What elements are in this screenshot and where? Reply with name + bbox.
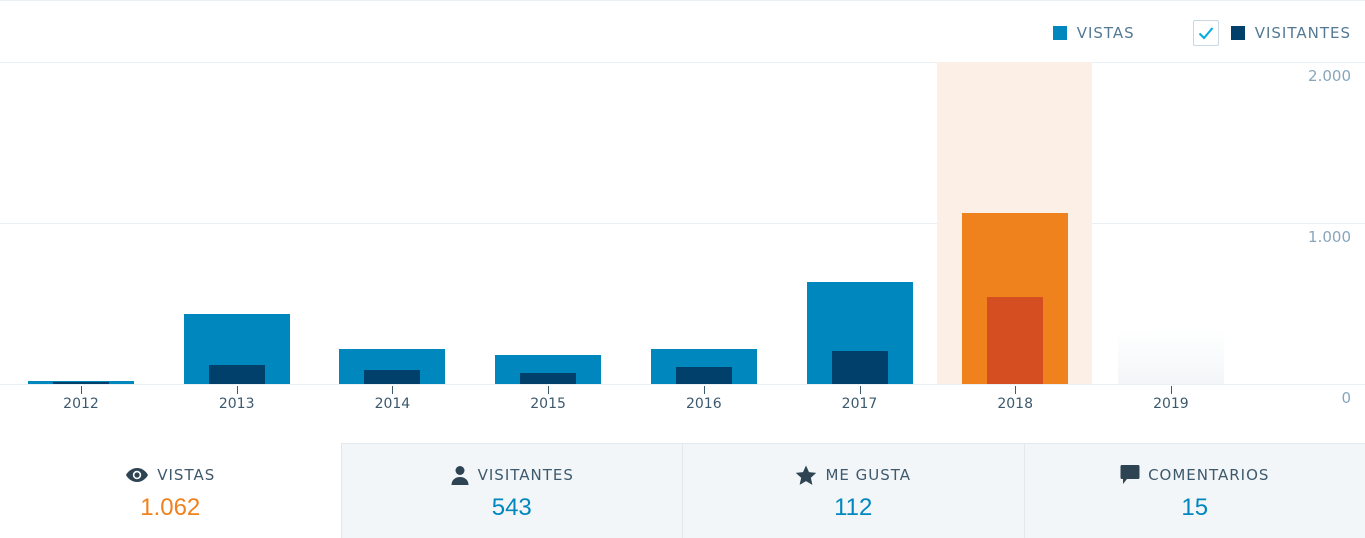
visitantes-swatch [1230,26,1245,40]
y-label-0: 0 [1341,389,1351,407]
x-tick-2016 [703,386,705,394]
tab-visitantes-value: 543 [491,494,532,521]
bar-visitantes-2015[interactable] [520,372,577,384]
bar-visitantes-2014[interactable] [364,369,421,384]
legend-item-visitantes[interactable]: VISITANTES [1192,20,1351,46]
tab-visitantes-label: VISITANTES [450,464,574,486]
checkmark-icon [1198,27,1213,40]
bar-visitantes-2016[interactable] [675,367,732,384]
x-label-2012: 2012 [63,396,99,412]
tab-comentarios-value: 15 [1181,494,1209,521]
top-border [0,0,1365,1]
y-label-2000: 2.000 [1308,67,1351,85]
x-label-2013: 2013 [218,396,255,412]
placeholder-bar-2019[interactable] [1117,328,1224,384]
visitantes-checkbox[interactable] [1192,20,1219,46]
gridline-1000 [0,223,1365,224]
bar-visitantes-2013[interactable] [208,364,265,384]
tab-comentarios-label: COMENTARIOS [1120,464,1269,486]
comment-icon [1120,465,1140,484]
chart-legend: VISTAS VISITANTES [1052,20,1351,46]
stats-tabs: VISTAS 1.062 VISITANTES 543 ME GUSTA 112… [0,443,1365,538]
vistas-swatch [1052,26,1067,40]
x-label-2018: 2018 [997,396,1033,412]
x-tick-2015 [548,386,550,394]
tab-vistas[interactable]: VISTAS 1.062 [0,443,341,538]
bar-visitantes-2017[interactable] [831,350,888,384]
gridline-0 [0,384,1365,385]
y-label-1000: 1.000 [1308,228,1351,246]
tab-comentarios[interactable]: COMENTARIOS 15 [1023,443,1365,538]
x-label-2016: 2016 [685,396,722,412]
legend-label-vistas: VISTAS [1076,24,1135,42]
x-tick-2013 [236,386,238,394]
x-label-2015: 2015 [530,396,566,412]
x-tick-2014 [392,386,394,394]
x-tick-2018 [1015,386,1017,394]
eye-icon [126,468,149,482]
tab-comentarios-text: COMENTARIOS [1148,466,1270,484]
x-label-2017: 2017 [841,396,878,412]
bar-visitantes-2012[interactable] [53,382,109,384]
gridline-2000 [0,62,1365,63]
x-label-2019: 2019 [1153,396,1189,412]
tab-visitantes-text: VISITANTES [477,466,574,484]
tab-me-gusta-value: 112 [834,494,873,521]
legend-label-visitantes: VISITANTES [1254,24,1351,42]
tab-vistas-value: 1.062 [140,494,201,521]
x-label-2014: 2014 [374,396,411,412]
tab-me-gusta[interactable]: ME GUSTA 112 [682,443,1024,538]
tab-visitantes[interactable]: VISITANTES 543 [340,443,682,538]
bar-visitantes-2018[interactable] [987,296,1044,384]
tab-me-gusta-text: ME GUSTA [825,466,912,484]
legend-item-vistas: VISTAS [1052,24,1135,42]
x-tick-2017 [859,386,861,394]
tab-vistas-label: VISTAS [125,464,215,486]
tab-me-gusta-label: ME GUSTA [795,464,911,486]
bar-chart: 2.000 1.000 0 2012 2013 2014 2015 2016 2017 20… [0,62,1365,442]
star-icon [796,464,817,485]
tab-vistas-text: VISTAS [157,466,216,484]
person-icon [451,466,469,485]
x-tick-2012 [81,386,82,394]
x-tick-2019 [1170,386,1172,394]
